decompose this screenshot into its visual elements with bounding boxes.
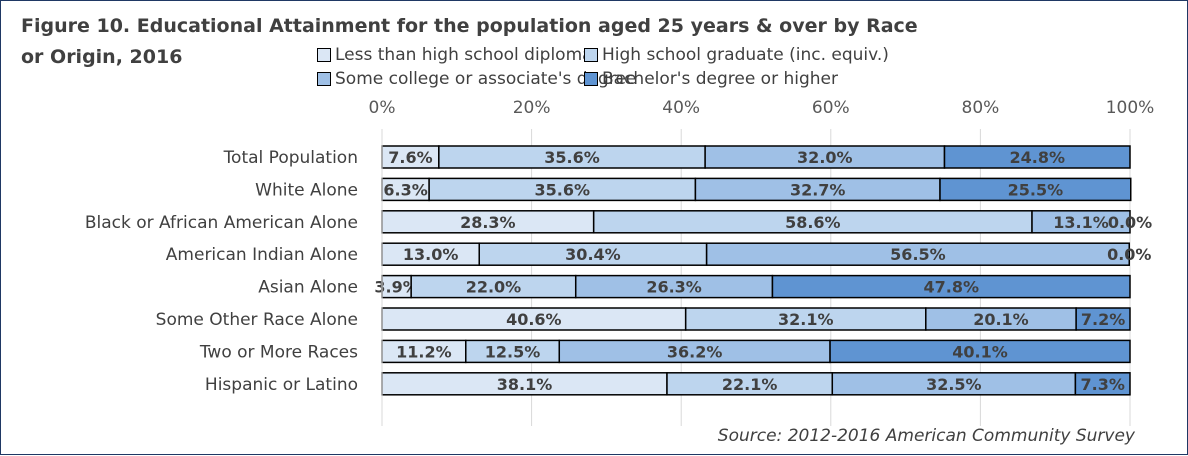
legend-label: Some college or associate's degree: [335, 69, 637, 89]
x-tick-label: 40%: [662, 98, 700, 118]
data-label: 28.3%: [460, 213, 516, 232]
data-label: 22.0%: [466, 278, 522, 297]
data-label: 32.1%: [778, 310, 834, 329]
legend-swatch: [317, 72, 331, 86]
data-label: 11.2%: [396, 342, 452, 361]
data-label: 13.0%: [403, 245, 459, 264]
data-label: 6.3%: [383, 180, 427, 199]
category-label: Two or More Races: [199, 342, 358, 362]
x-tick-label: 80%: [962, 98, 1000, 118]
data-label: 35.6%: [535, 180, 591, 199]
data-label: 35.6%: [544, 148, 600, 167]
legend-item: High school graduate (inc. equiv.): [584, 45, 889, 65]
source-note: Source: 2012-2016 American Community Sur…: [717, 426, 1135, 446]
data-label: 30.4%: [565, 245, 621, 264]
data-label: 40.6%: [506, 310, 562, 329]
category-label: Total Population: [223, 148, 358, 168]
data-label: 26.3%: [646, 278, 702, 297]
bar-segment: [943, 145, 1131, 169]
x-tick-label: 100%: [1106, 98, 1155, 118]
legend-label: Less than high school diploma: [335, 45, 593, 65]
bar-segment: [939, 177, 1132, 202]
data-label: 7.6%: [388, 148, 432, 167]
x-tick-label: 60%: [812, 98, 850, 118]
category-label: Asian Alone: [258, 278, 358, 298]
data-label: 47.8%: [923, 278, 979, 297]
data-label: 25.5%: [1008, 180, 1064, 199]
category-label: Black or African American Alone: [85, 213, 358, 233]
bar-segment: [1031, 210, 1131, 234]
category-label: Hispanic or Latino: [205, 375, 358, 395]
data-label: 40.1%: [952, 342, 1008, 361]
data-label: 22.1%: [722, 375, 778, 394]
legend-item: Some college or associate's degree: [317, 69, 636, 89]
data-label: 56.5%: [890, 245, 946, 264]
data-label: 0.0%: [1108, 213, 1152, 232]
legend-swatch: [584, 48, 598, 62]
category-label: Some Other Race Alone: [156, 310, 358, 330]
bar-segment: [771, 274, 1131, 299]
legend-item: Bachelor's degree or higher: [584, 69, 838, 89]
bar-segment: [829, 339, 1131, 364]
data-label: 12.5%: [485, 342, 541, 361]
data-label: 7.2%: [1081, 310, 1125, 329]
data-label: 24.8%: [1009, 148, 1065, 167]
data-label: 38.1%: [497, 375, 553, 394]
data-label: 7.3%: [1081, 375, 1125, 394]
category-label: White Alone: [255, 180, 358, 200]
data-label: 32.5%: [926, 375, 982, 394]
legend-label: High school graduate (inc. equiv.): [602, 45, 889, 65]
x-tick-label: 20%: [513, 98, 551, 118]
bar-segment: [705, 242, 1131, 266]
x-tick-label: 0%: [369, 98, 396, 118]
data-label: 58.6%: [785, 213, 841, 232]
data-label: 36.2%: [667, 342, 723, 361]
data-label: 13.1%: [1053, 213, 1109, 232]
data-label: 3.9%: [374, 278, 418, 297]
category-label: American Indian Alone: [166, 245, 358, 265]
legend-swatch: [584, 72, 598, 86]
data-label: 0.0%: [1107, 245, 1151, 264]
data-label: 32.0%: [797, 148, 853, 167]
legend-item: Less than high school diploma: [317, 45, 593, 65]
data-label: 32.7%: [790, 180, 846, 199]
legend-swatch: [317, 48, 331, 62]
legend-label: Bachelor's degree or higher: [602, 69, 838, 89]
bar-segment: [1075, 307, 1131, 331]
chart-title: Figure 10. Educational Attainment for th…: [21, 15, 918, 68]
bar-segment: [1074, 372, 1131, 396]
data-label: 20.1%: [973, 310, 1029, 329]
